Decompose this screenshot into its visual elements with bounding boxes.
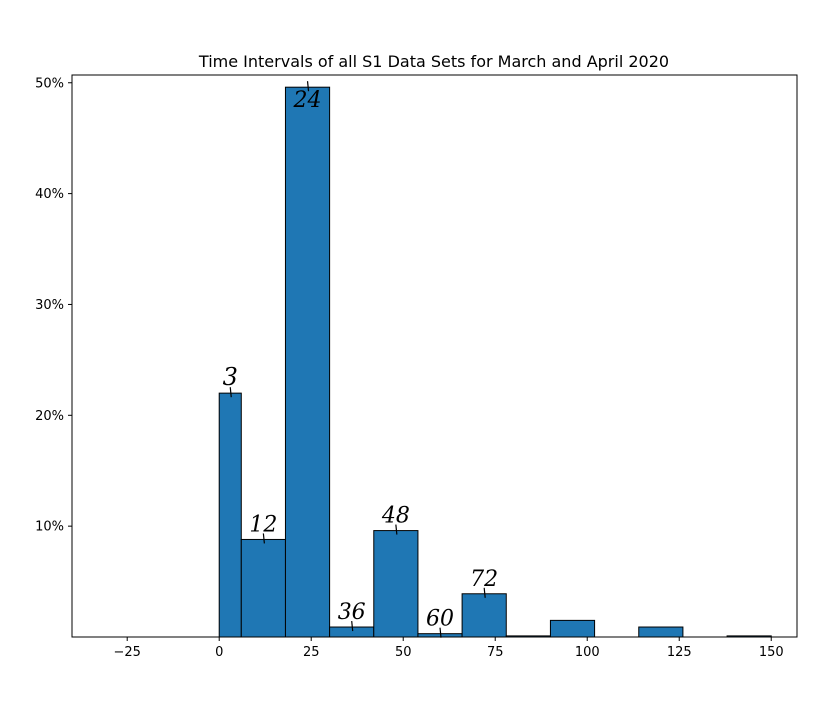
x-tick-label-3: 50 <box>395 645 412 660</box>
annotation-mark-5 <box>439 627 442 638</box>
annotation-mark-2 <box>306 81 310 92</box>
x-tick-label-6: 125 <box>667 645 692 660</box>
plot-frame <box>71 74 798 638</box>
y-tick-label-2: 30% <box>35 298 64 313</box>
annotation-label-6: 72 <box>470 567 498 592</box>
x-tick-label-4: 75 <box>487 645 504 660</box>
x-tick-label-1: 0 <box>215 645 223 660</box>
histogram-bar-2 <box>284 86 331 638</box>
annotation-mark-1 <box>262 533 265 544</box>
histogram-bar-8 <box>549 619 596 638</box>
annotation-label-0: 3 <box>223 363 238 391</box>
x-tick-label-0: −25 <box>113 645 140 660</box>
bars-group <box>218 86 772 638</box>
histogram-bar-10 <box>638 626 684 638</box>
x-tick-label-5: 100 <box>575 645 600 660</box>
annotations-group: 3 12 24 36 48 60 72 <box>223 81 498 638</box>
histogram-bar-0 <box>218 392 242 638</box>
annotation-mark-0 <box>229 387 232 398</box>
x-axis: −25 0 25 50 75 100 125 150 <box>113 637 784 660</box>
y-axis: 10% 20% 30% 40% 50% <box>35 76 72 535</box>
histogram-bar-3 <box>329 626 375 638</box>
y-tick-label-4: 50% <box>35 76 64 91</box>
annotation-label-3: 36 <box>338 600 366 625</box>
histogram-bar-1 <box>240 538 286 638</box>
chart-title: Time Intervals of all S1 Data Sets for M… <box>198 52 669 71</box>
y-tick-label-1: 20% <box>35 409 64 424</box>
histogram-bar-6 <box>461 593 507 638</box>
annotation-mark-6 <box>483 587 486 598</box>
annotation-label-1: 12 <box>249 512 277 537</box>
annotation-label-4: 48 <box>381 504 410 529</box>
y-tick-label-3: 40% <box>35 187 64 202</box>
histogram-bar-4 <box>373 530 419 638</box>
y-tick-label-0: 10% <box>35 520 64 535</box>
x-tick-label-7: 150 <box>759 645 784 660</box>
annotation-label-2: 24 <box>293 88 322 113</box>
annotation-mark-4 <box>395 524 398 535</box>
annotation-label-5: 60 <box>426 607 454 632</box>
annotation-mark-3 <box>351 620 354 632</box>
x-tick-label-2: 25 <box>303 645 320 660</box>
